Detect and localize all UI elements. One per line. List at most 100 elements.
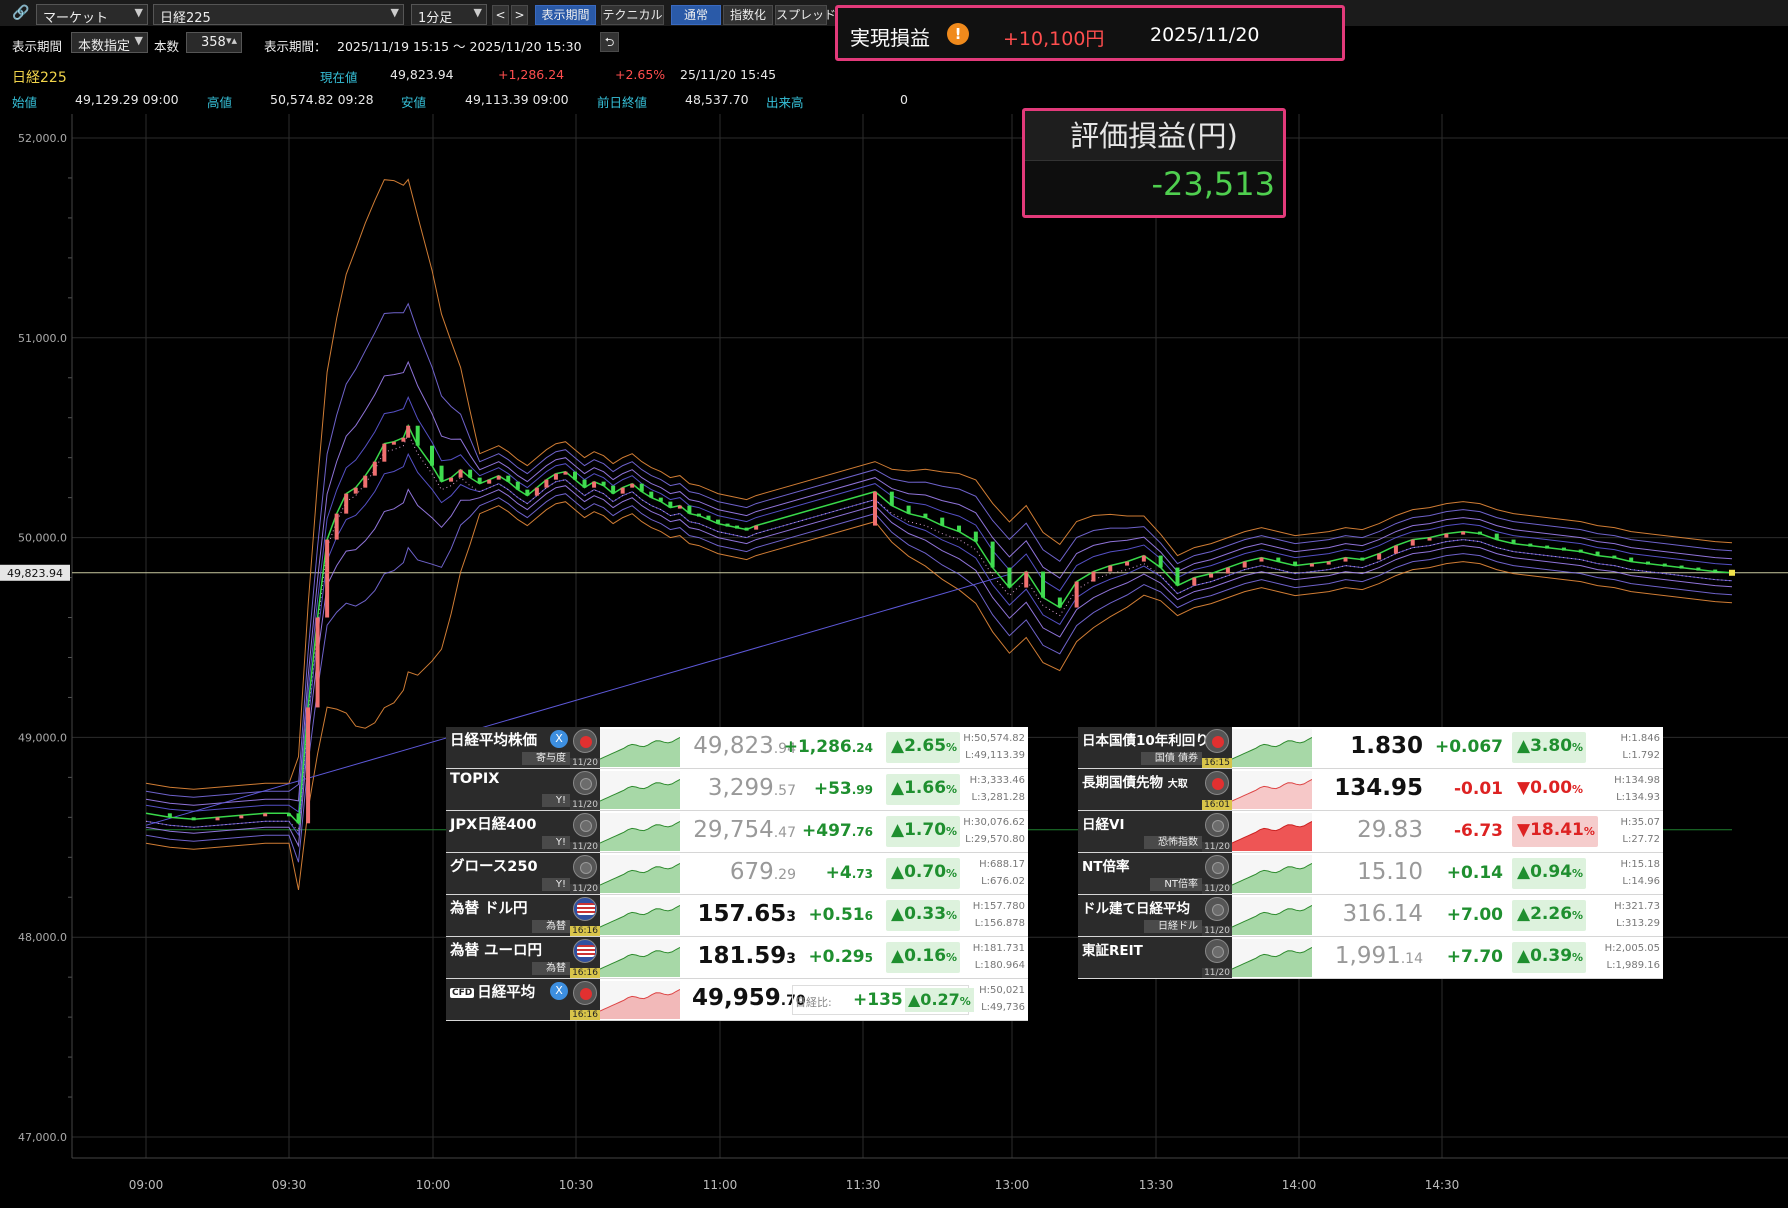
market-high-low: H:15.18 L:14.96 — [1620, 856, 1660, 890]
link-icon[interactable]: 🔗 — [12, 5, 30, 21]
market-price: 49,823.94 — [693, 733, 796, 759]
price-int: 3,299 — [707, 775, 774, 801]
high-value: H:35.07 — [1620, 817, 1660, 828]
market-row[interactable]: 長期国債先物 大取 16:01 134.95 -0.01 ▼0.00% H:134.98 L… — [1078, 769, 1663, 811]
market-row[interactable]: 日本国債10年利回り 国債 債券 16:15 1.830 +0.067 ▲3.80% H:1… — [1078, 727, 1663, 769]
price-dec: .29 — [773, 867, 796, 883]
candle — [406, 425, 411, 438]
market-flag-icon — [573, 981, 597, 1005]
mode-normal-button[interactable]: 通常 — [671, 5, 721, 25]
technical-button[interactable]: テクニカル — [601, 5, 664, 25]
candle — [525, 489, 530, 496]
market-row[interactable]: JPX日経400 Y! 11/20 29,754.47 +497.76 ▲1.70% H:3… — [446, 811, 1028, 853]
market-row[interactable]: 為替 ドル円 為替 16:16 157.653 +0.516 ▲0.33% H:157.78… — [446, 895, 1028, 937]
market-row[interactable]: 日経VI 恐怖指数 11/20 29.83 -6.73 ▼18.41% H:35.07 L:2… — [1078, 811, 1663, 853]
x-share-icon[interactable]: X — [550, 982, 568, 1000]
reset-range-icon[interactable]: ⮌ — [600, 32, 619, 52]
mode-index-button[interactable]: 指数化 — [723, 5, 773, 25]
market-row[interactable]: 日経平均株価 X 寄与度 11/20 49,823.94 +1,286.24 ▲2.65% H… — [446, 727, 1028, 769]
interval-select[interactable]: 1分足 ▼ — [411, 4, 487, 25]
high-value: H:30,076.62 — [963, 817, 1025, 828]
candle — [1612, 555, 1617, 559]
market-row-name: グロース250 Y! 11/20 — [446, 853, 600, 894]
cfd-row[interactable]: CFD 日経平均 X 16:16 49,959.70 日経比: +135 ▲0.27% H:50… — [446, 979, 1028, 1021]
candle — [573, 471, 577, 480]
market-sub-link[interactable]: Y! — [541, 794, 570, 807]
market-row[interactable]: ドル建て日経平均 日経ドル 11/20 316.14 +7.00 ▲2.26% H:321.… — [1078, 895, 1663, 937]
pct-value: ▲2.65 — [891, 736, 947, 756]
change-int: +497 — [802, 821, 852, 841]
candle — [630, 483, 635, 488]
market-sub-link[interactable]: 日経ドル — [1144, 920, 1202, 933]
next-button[interactable]: > — [511, 5, 528, 25]
market-price: 679.29 — [730, 859, 796, 885]
market-flag-icon — [573, 939, 597, 963]
market-sub-link[interactable]: Y! — [541, 836, 570, 849]
market-high-low: H:35.07 L:27.72 — [1620, 814, 1660, 848]
market-sub-link[interactable]: 為替 — [532, 920, 570, 933]
market-sub-link[interactable]: 寄与度 — [522, 752, 570, 765]
candle — [668, 501, 673, 508]
candle — [592, 481, 597, 488]
period-mode-select[interactable]: 本数指定 ▼ — [71, 32, 148, 53]
chevron-down-icon: ▼ — [134, 34, 143, 47]
diff-pct: ▲0.27% — [905, 988, 974, 1012]
pct-unit: % — [1572, 909, 1584, 922]
market-row-name: JPX日経400 Y! 11/20 — [446, 811, 600, 852]
count-stepper[interactable]: 358 ▾▴ — [186, 32, 242, 53]
market-name-text: NT倍率 — [1082, 859, 1130, 875]
market-name: 為替 ユーロ円 — [450, 943, 543, 959]
market-change: -0.01 — [1454, 779, 1503, 799]
market-change: +7.00 — [1446, 905, 1503, 925]
candle — [306, 707, 311, 824]
market-sub-link[interactable]: 恐怖指数 — [1144, 836, 1202, 849]
low-value: L:1,989.16 — [1606, 960, 1660, 971]
candle — [1561, 547, 1566, 551]
candle — [658, 497, 663, 502]
price-int: 29,754 — [693, 817, 774, 843]
pct-unit: % — [946, 867, 958, 880]
sparkline — [1231, 729, 1313, 767]
market-row[interactable]: 為替 ユーロ円 為替 16:16 181.593 +0.295 ▲0.16% H:181.7… — [446, 937, 1028, 979]
market-row[interactable]: グロース250 Y! 11/20 679.29 +4.73 ▲0.70% H:688.17 L… — [446, 853, 1028, 895]
candle — [468, 469, 473, 478]
change-int: +0.29 — [808, 947, 865, 967]
market-sub-link[interactable]: Y! — [541, 878, 570, 891]
market-price: 29.83 — [1357, 817, 1423, 843]
market-sub-link[interactable]: 為替 — [532, 962, 570, 975]
market-sub-link[interactable]: NT倍率 — [1150, 878, 1202, 891]
market-high-low: H:30,076.62 L:29,570.80 — [963, 814, 1025, 848]
market-change: +497.76 — [802, 821, 873, 841]
sparkline — [599, 897, 681, 935]
market-row[interactable]: NT倍率 NT倍率 11/20 15.10 +0.14 ▲0.94% H:15.18 L:14… — [1078, 853, 1663, 895]
market-select[interactable]: マーケット ▼ — [36, 4, 148, 25]
market-row[interactable]: TOPIX Y! 11/20 3,299.57 +53.99 ▲1.66% H:3,333.… — [446, 769, 1028, 811]
change-dec: 5 — [864, 951, 873, 965]
market-high-low: H:134.98 L:134.93 — [1614, 772, 1660, 806]
market-name: 日経平均株価 — [450, 733, 537, 749]
market-row-name: 為替 ユーロ円 為替 16:16 — [446, 937, 600, 978]
sparkline — [1231, 855, 1313, 893]
high-value: H:50,574.82 — [963, 733, 1025, 744]
market-name: NT倍率 — [1082, 855, 1130, 875]
high-value: H:688.17 — [979, 859, 1025, 870]
market-sub-link[interactable]: 国債 債券 — [1140, 752, 1202, 765]
market-change: +0.295 — [808, 947, 873, 967]
view-period-button[interactable]: 表示期間 — [535, 5, 596, 25]
market-change: +1,286.24 — [784, 737, 873, 757]
market-price: 29,754.47 — [693, 817, 796, 843]
x-share-icon[interactable]: X — [550, 730, 568, 748]
market-row[interactable]: 東証REIT 11/20 1,991.14 +7.70 ▲0.39% H:2,005.05… — [1078, 937, 1663, 979]
price-chart[interactable]: 52,000.0 51,000.0 50,000.0 49,000.0 48,000.0… — [0, 114, 1788, 1208]
market-price: 157.653 — [697, 901, 796, 927]
change-int: +53 — [813, 779, 852, 799]
mode-spread-button[interactable]: スプレッド — [775, 5, 836, 25]
market-high-low: H:321.73 L:313.29 — [1614, 898, 1660, 932]
warning-icon[interactable]: ! — [947, 23, 969, 45]
market-row-name: 為替 ドル円 為替 16:16 — [446, 895, 600, 936]
symbol-select[interactable]: 日経225 ▼ — [153, 4, 404, 25]
stepper-icon[interactable]: ▾▴ — [225, 34, 237, 47]
prev-button[interactable]: < — [492, 5, 509, 25]
market-pct: ▲2.65% — [886, 732, 961, 763]
